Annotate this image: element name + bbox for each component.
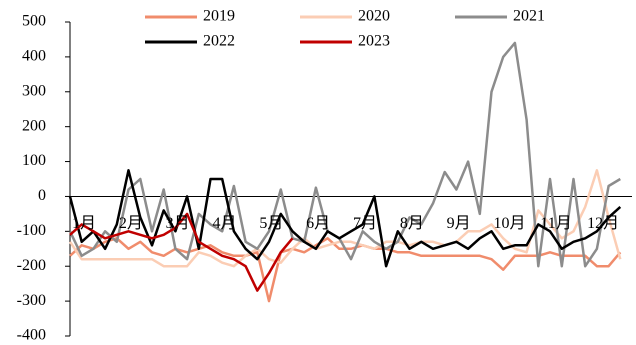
y-tick-label: 400	[22, 48, 46, 65]
y-tick-label: -200	[17, 257, 46, 274]
y-tick-label: -300	[17, 292, 46, 309]
series-line	[69, 212, 294, 292]
y-tick-label: 500	[22, 13, 46, 30]
x-tick-label: 4月	[213, 215, 237, 232]
y-tick-label: -400	[17, 327, 46, 344]
x-tick-label: 5月	[259, 215, 283, 232]
x-tick-label: 6月	[306, 215, 330, 232]
x-tick-label: 2月	[119, 215, 143, 232]
y-tick-label: 300	[22, 82, 46, 99]
x-tick-label: 1月	[72, 215, 96, 232]
y-tick-label: 100	[22, 152, 46, 169]
x-tick-label: 3月	[166, 215, 190, 232]
legend-label: 2023	[358, 33, 390, 50]
x-tick-label: 8月	[400, 215, 424, 232]
series-line	[68, 41, 621, 268]
legend-label: 2019	[203, 8, 235, 25]
y-tick-label: -100	[17, 222, 46, 239]
y-tick-label: 200	[22, 117, 46, 134]
x-tick-label: 7月	[353, 215, 377, 232]
legend-label: 2020	[358, 8, 390, 25]
x-tick-label: 12月	[587, 215, 619, 232]
legend-label: 2022	[203, 33, 235, 50]
series-line	[68, 169, 622, 268]
x-tick-label: 10月	[494, 215, 526, 232]
series-line	[68, 169, 622, 268]
y-tick-label: 0	[38, 187, 46, 204]
x-tick-label: 9月	[447, 215, 471, 232]
legend-label: 2021	[513, 8, 545, 25]
x-tick-label: 11月	[540, 215, 571, 232]
